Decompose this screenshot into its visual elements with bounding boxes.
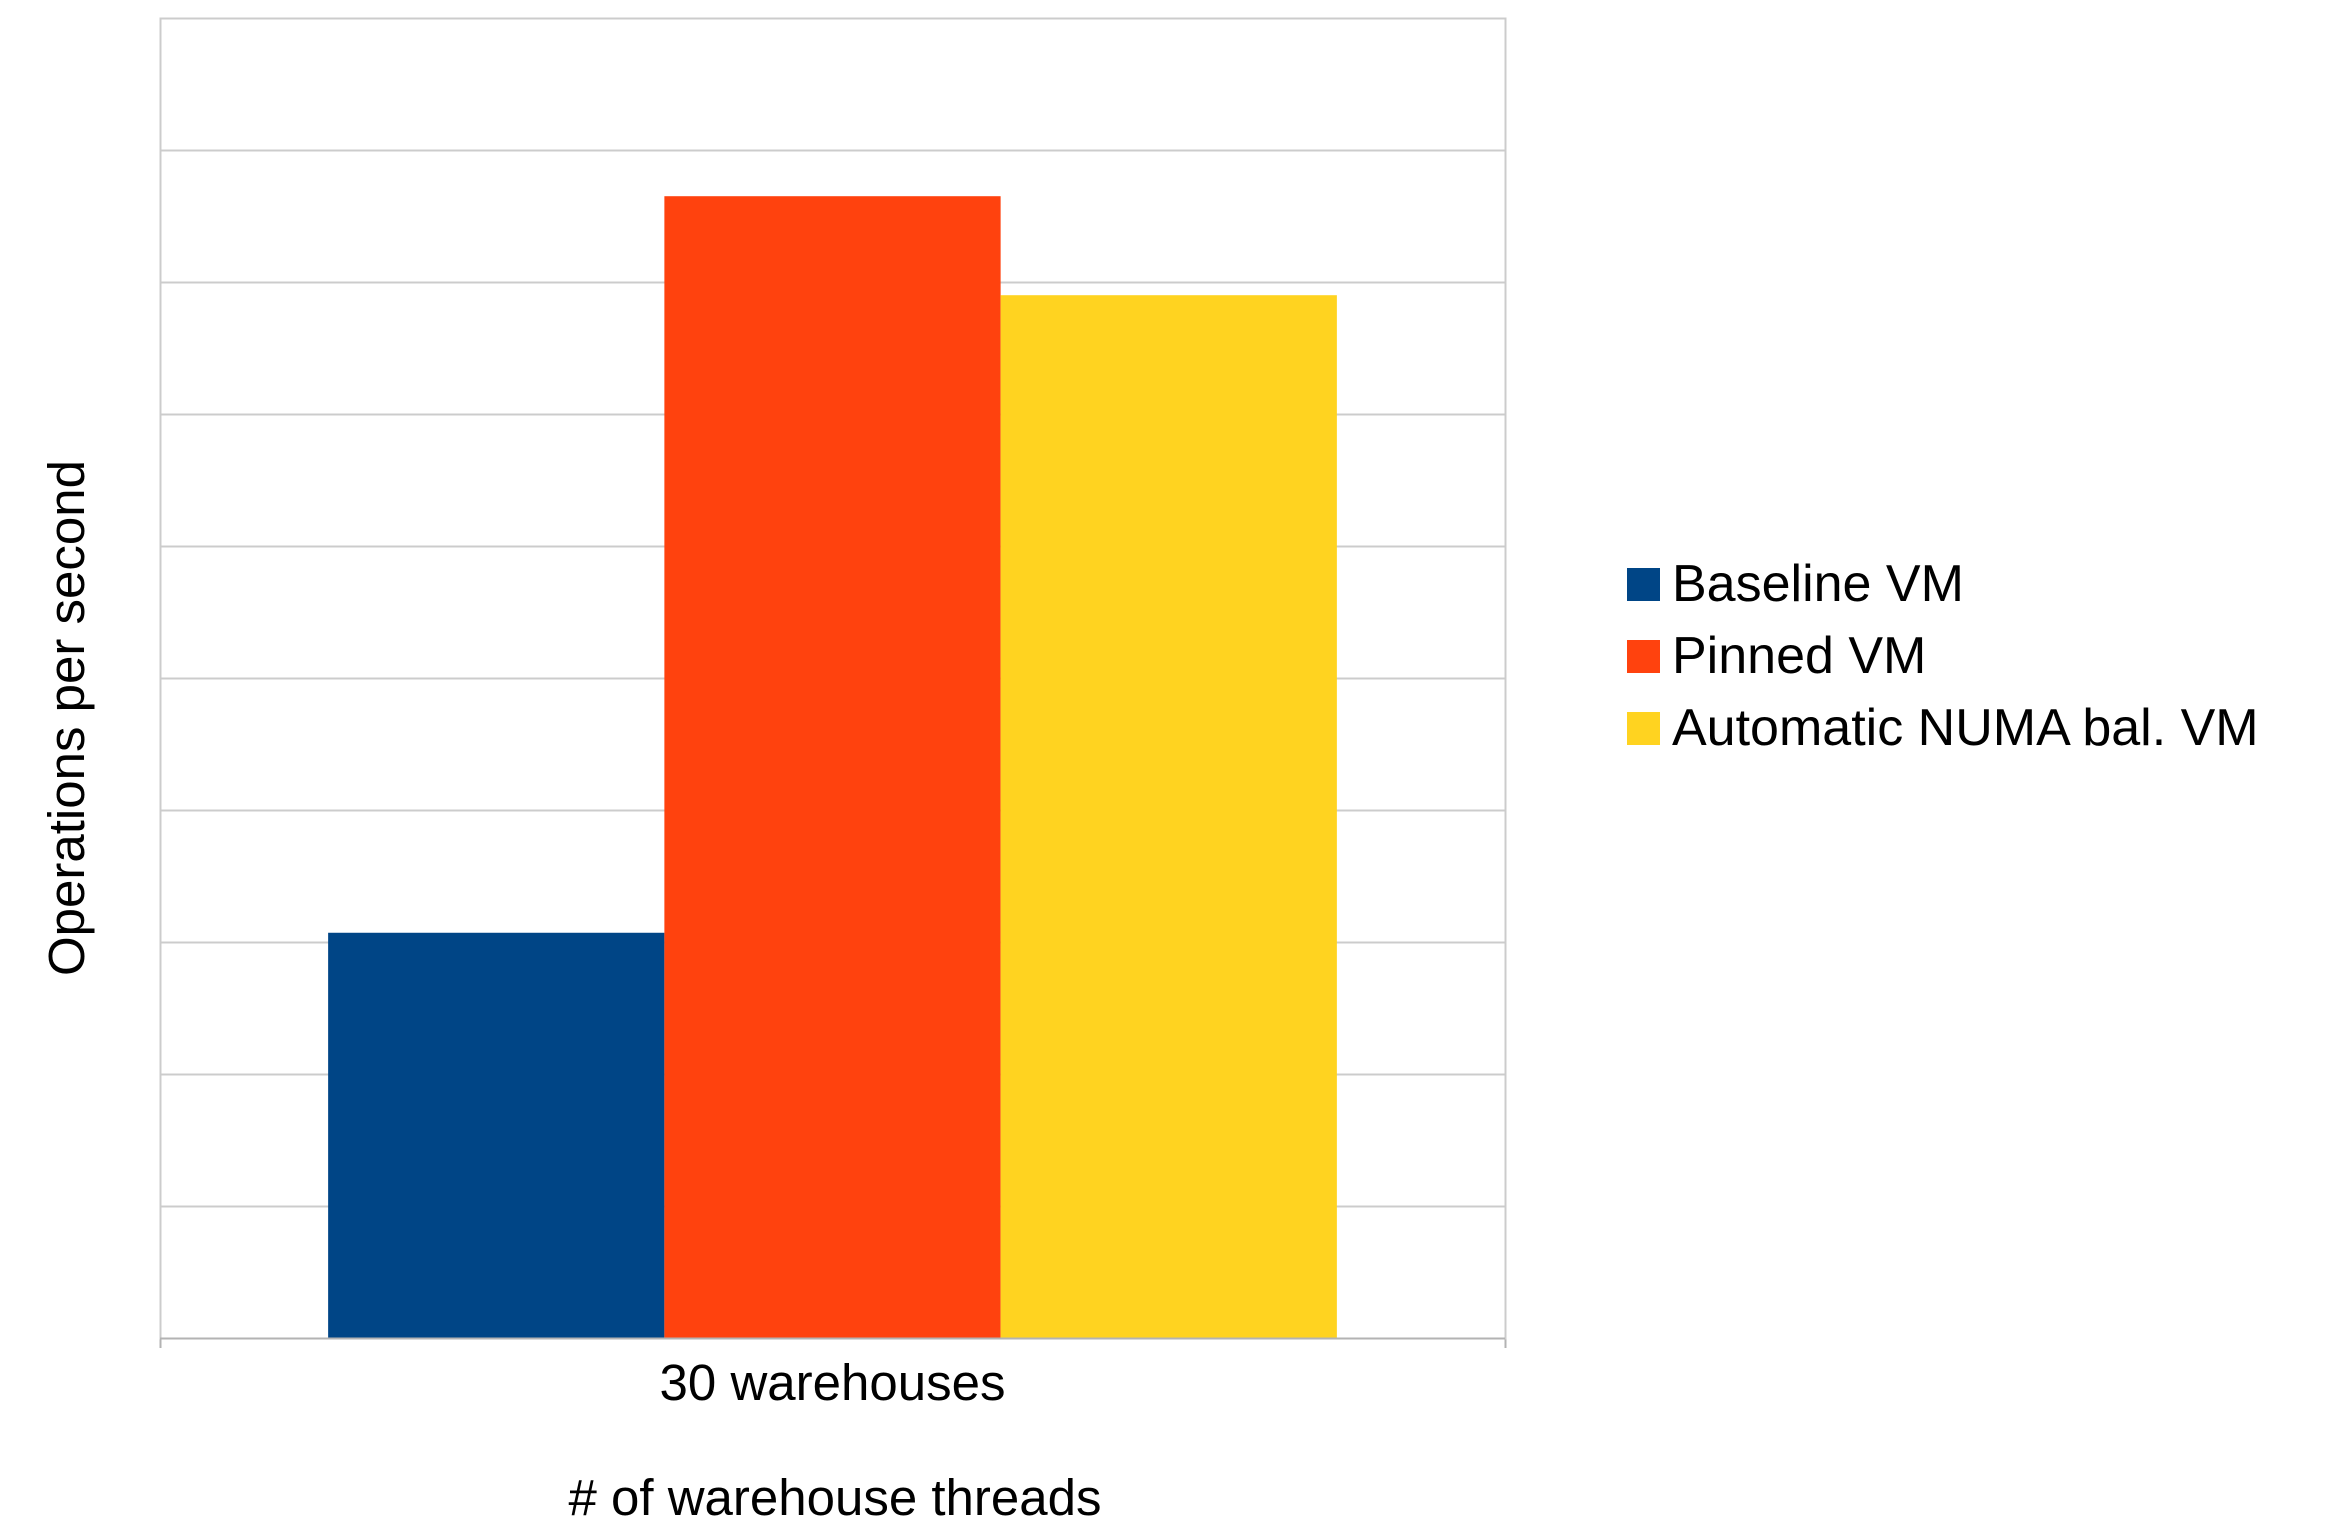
legend-item: Automatic NUMA bal. VM bbox=[1627, 692, 2259, 764]
bar-automatic-numa-bal-vm bbox=[1001, 295, 1337, 1338]
legend-label: Automatic NUMA bal. VM bbox=[1672, 698, 2259, 758]
legend-item: Baseline VM bbox=[1627, 548, 2259, 620]
legend-label: Pinned VM bbox=[1672, 626, 1926, 686]
y-axis-title: Operations per second bbox=[38, 460, 95, 976]
legend-item: Pinned VM bbox=[1627, 620, 2259, 692]
legend-swatch bbox=[1627, 568, 1660, 601]
bar-pinned-vm bbox=[664, 196, 1000, 1338]
legend-label: Baseline VM bbox=[1672, 554, 1964, 614]
legend-swatch bbox=[1627, 640, 1660, 673]
x-tick-label: 30 warehouses bbox=[660, 1354, 1006, 1411]
legend: Baseline VM Pinned VM Automatic NUMA bal. … bbox=[1627, 548, 2259, 764]
legend-swatch bbox=[1627, 712, 1660, 745]
x-axis-title: # of warehouse threads bbox=[568, 1469, 1101, 1520]
bars bbox=[328, 196, 1337, 1338]
bar-baseline-vm bbox=[328, 933, 664, 1338]
